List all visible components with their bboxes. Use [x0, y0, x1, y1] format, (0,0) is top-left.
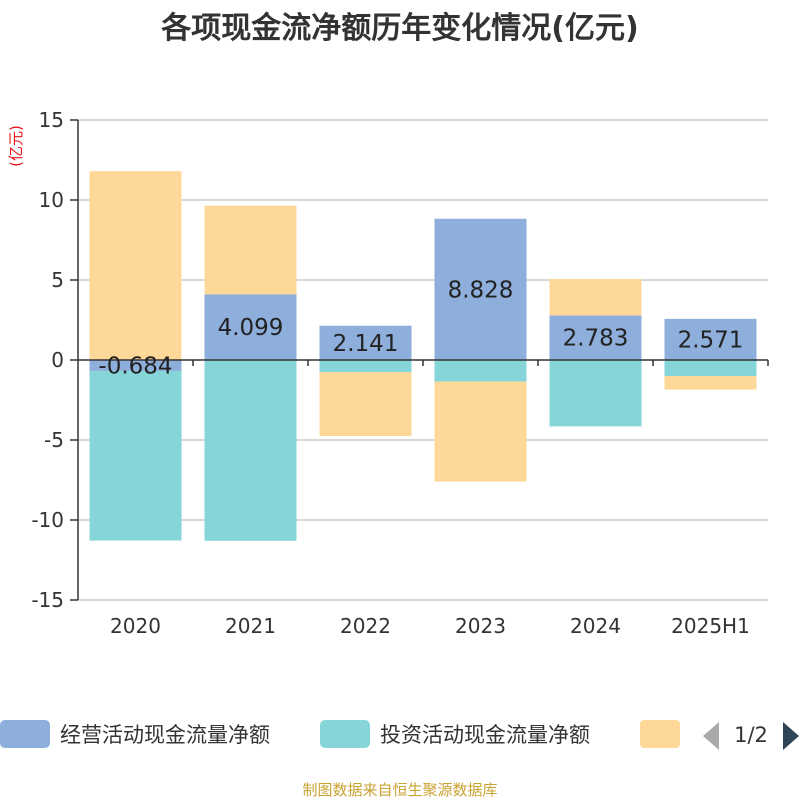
axes — [70, 119, 769, 601]
data-label-operating-2023: 8.828 — [448, 277, 514, 303]
grid-lines — [78, 119, 768, 601]
y-tick-label: 15 — [39, 108, 64, 132]
data-label-operating-2020: -0.684 — [98, 353, 172, 379]
bar-financing-2020[interactable] — [89, 171, 182, 360]
data-source-note: 制图数据来自恒生聚源数据库 — [302, 781, 497, 799]
bar-operating-2025H1[interactable] — [664, 318, 757, 360]
x-tick-label: 2022 — [340, 614, 391, 638]
bar-operating-2024[interactable] — [549, 315, 642, 360]
bar-financing-2024[interactable] — [549, 278, 642, 316]
legend-label-investing[interactable]: 投资活动现金流量净额 — [380, 723, 590, 747]
chart-title: 各项现金流净额历年变化情况(亿元) — [160, 11, 638, 46]
y-tick-label: 0 — [51, 348, 64, 372]
y-tick-label: -15 — [31, 588, 64, 612]
legend-swatch-financing[interactable] — [640, 720, 680, 748]
legend-page-indicator: 1/2 — [734, 723, 768, 747]
y-tick-labels: 15 10 5 0 -5 -10 -15 — [31, 108, 64, 612]
bar-investing-2022[interactable] — [319, 360, 412, 372]
bar-operating-2022[interactable] — [319, 325, 412, 360]
data-label-operating-2021: 4.099 — [218, 315, 284, 341]
bar-investing-2023[interactable] — [434, 360, 527, 382]
bar-financing-2022[interactable] — [319, 372, 412, 436]
bar-financing-2021[interactable] — [204, 205, 297, 295]
y-tick-label: -5 — [44, 428, 64, 452]
bar-financing-2025H1[interactable] — [664, 376, 757, 390]
x-tick-label: 2024 — [570, 614, 621, 638]
x-tick-labels: 2020 2021 2022 2023 2024 2025H1 — [110, 614, 750, 638]
bar-financing-2023[interactable] — [434, 381, 527, 482]
bar-investing-2021[interactable] — [204, 360, 297, 541]
y-axis-unit-label: (亿元) — [7, 125, 25, 167]
bar-investing-2020[interactable] — [89, 370, 182, 541]
x-tick-label: 2023 — [455, 614, 506, 638]
legend-swatch-investing[interactable] — [320, 720, 370, 748]
x-tick-label: 2025H1 — [671, 614, 750, 638]
legend-swatch-operating[interactable] — [0, 720, 50, 748]
bar-operating-2023[interactable] — [434, 218, 527, 360]
x-tick-label: 2020 — [110, 614, 161, 638]
y-tick-label: 10 — [39, 188, 64, 212]
y-tick-label: 5 — [51, 268, 64, 292]
data-labels: -0.684 4.099 2.141 8.828 2.783 2.571 — [98, 277, 743, 379]
triangle-left-icon[interactable] — [703, 722, 719, 750]
triangle-right-icon[interactable] — [783, 722, 799, 750]
x-tick-label: 2021 — [225, 614, 276, 638]
bar-operating-2021[interactable] — [204, 294, 297, 360]
legend-label-operating[interactable]: 经营活动现金流量净额 — [60, 723, 270, 747]
data-label-operating-2022: 2.141 — [333, 331, 399, 357]
bars-group — [89, 171, 757, 541]
bar-investing-2025H1[interactable] — [664, 360, 757, 376]
data-label-operating-2025H1: 2.571 — [678, 327, 744, 353]
data-label-operating-2024: 2.783 — [563, 326, 629, 352]
y-tick-label: -10 — [31, 508, 64, 532]
bar-operating-2020[interactable] — [89, 360, 182, 371]
legend: 经营活动现金流量净额 投资活动现金流量净额 1/2 — [0, 720, 799, 750]
bar-investing-2024[interactable] — [549, 360, 642, 427]
